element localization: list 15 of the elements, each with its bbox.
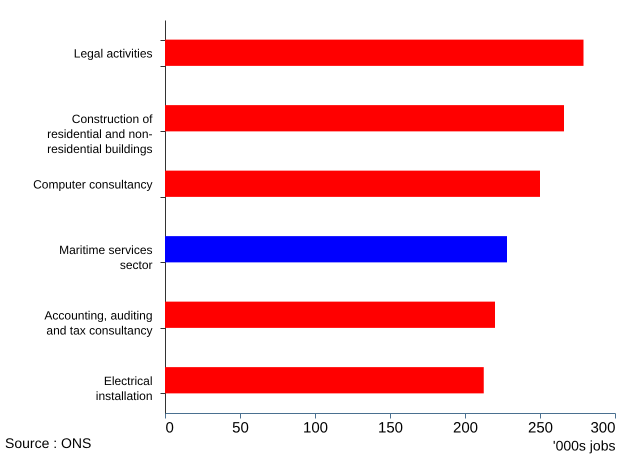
y-tick-label: Accounting, auditing and tax consultancy	[44, 308, 152, 338]
x-tick-label: 200	[452, 420, 478, 436]
x-tick-label: 150	[378, 420, 404, 436]
y-tick-label: Legal activities	[74, 46, 152, 60]
y-tick-label: Electrical installation	[96, 374, 152, 403]
x-tick-label: 0	[166, 420, 174, 436]
x-tick-label: 100	[302, 420, 328, 436]
source-note: Source : ONS	[5, 435, 92, 451]
x-axis-title: '000s jobs	[552, 438, 616, 454]
y-tick-label: Computer consultancy	[33, 177, 152, 192]
x-tick-label: 250	[528, 420, 554, 436]
x-tick-label: 50	[232, 420, 249, 436]
y-tick-label: Maritime services sector	[59, 242, 152, 272]
y-tick-label: Construction of residential and non-residential buildings	[47, 112, 154, 156]
x-tick-label: 300	[590, 420, 616, 436]
